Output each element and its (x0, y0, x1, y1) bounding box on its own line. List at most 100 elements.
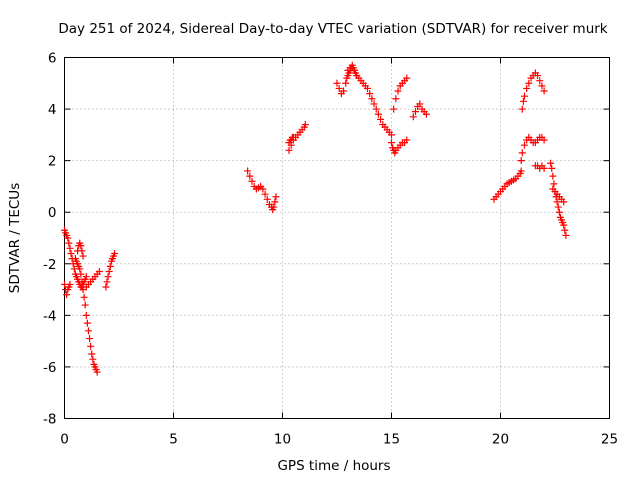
series-pass-j (333, 61, 395, 139)
data-point (368, 95, 376, 103)
y-tick-label: -4 (43, 308, 56, 324)
data-point (520, 92, 528, 100)
data-point (111, 249, 119, 257)
data-point (342, 79, 350, 87)
data-point (518, 149, 526, 157)
series-pass-m (390, 74, 411, 113)
data-point (248, 177, 256, 185)
data-point (548, 164, 556, 172)
data-point (519, 97, 527, 105)
y-tick-label: -2 (43, 257, 56, 273)
data-point (81, 301, 89, 309)
data-point (79, 252, 87, 260)
data-point (93, 368, 101, 376)
data-point (523, 84, 531, 92)
data-point (87, 342, 95, 350)
data-points (61, 61, 570, 376)
data-point (538, 82, 546, 90)
data-point (105, 268, 113, 276)
data-point (416, 100, 424, 108)
data-point (536, 77, 544, 85)
y-axis: -8 -6 -4 -2 0 2 4 6 (43, 51, 610, 428)
data-point (246, 172, 254, 180)
data-point (372, 105, 380, 113)
data-point (555, 208, 563, 216)
series-pass-i (285, 133, 297, 147)
data-point (353, 72, 361, 80)
y-tick-label: -6 (43, 360, 56, 376)
data-point (377, 115, 385, 123)
data-point (534, 72, 542, 80)
data-point (271, 198, 279, 206)
series-pass-g (244, 167, 280, 214)
data-point (550, 180, 558, 188)
data-point (66, 280, 74, 288)
data-point (390, 105, 398, 113)
series-pass-l (388, 136, 411, 157)
data-point (77, 270, 85, 278)
y-tick-label: 4 (48, 102, 57, 118)
data-point (301, 121, 309, 129)
x-tick-label: 10 (274, 432, 291, 448)
data-point (285, 146, 293, 154)
data-point (103, 278, 111, 286)
y-tick-label: 0 (48, 205, 57, 221)
series-pass-q (518, 69, 548, 113)
data-point (411, 108, 419, 116)
series-pass-d (74, 239, 87, 260)
y-tick-label: 2 (48, 154, 57, 170)
data-point (554, 203, 562, 211)
data-point (63, 291, 71, 299)
plot-frame (64, 57, 610, 419)
data-point (270, 203, 278, 211)
x-axis: 0 5 10 15 20 25 (60, 57, 618, 448)
data-point (370, 100, 378, 108)
data-point (261, 190, 269, 198)
data-point (540, 87, 548, 95)
y-tick-label: 6 (48, 51, 57, 67)
data-point (76, 265, 84, 273)
data-point (106, 262, 114, 270)
y-axis-label: SDTVAR / TECUs (7, 183, 23, 293)
data-point (547, 159, 555, 167)
series-pass-n (409, 100, 430, 121)
data-point (263, 195, 271, 203)
series-pass-f (102, 249, 119, 291)
data-point (560, 198, 568, 206)
data-point (64, 234, 72, 242)
data-point (86, 335, 94, 343)
x-axis-label: GPS time / hours (277, 458, 390, 474)
data-point (549, 172, 557, 180)
data-point (366, 90, 374, 98)
data-point (374, 110, 382, 118)
data-point (562, 231, 570, 239)
x-tick-label: 20 (492, 432, 509, 448)
data-point (364, 84, 372, 92)
data-point (82, 273, 90, 281)
data-point (520, 141, 528, 149)
series-pass-a (61, 280, 74, 299)
data-point (84, 327, 92, 335)
data-point (77, 242, 85, 250)
data-point (104, 273, 112, 281)
data-point (540, 164, 548, 172)
data-point (244, 167, 252, 175)
data-point (82, 311, 90, 319)
data-point (67, 249, 75, 257)
data-point (66, 244, 74, 252)
data-point (102, 283, 110, 291)
y-tick-label: -8 (43, 412, 56, 428)
data-point (388, 131, 395, 139)
data-point (517, 167, 525, 175)
x-tick-label: 25 (601, 432, 618, 448)
data-point (259, 185, 267, 193)
series-pass-t (549, 185, 568, 206)
x-tick-label: 0 (60, 432, 69, 448)
data-point (95, 268, 103, 276)
data-point (561, 226, 569, 234)
data-point (88, 350, 96, 358)
series-pass-k (343, 64, 361, 82)
data-point (517, 157, 525, 165)
data-point (80, 293, 88, 301)
data-point (89, 355, 97, 363)
